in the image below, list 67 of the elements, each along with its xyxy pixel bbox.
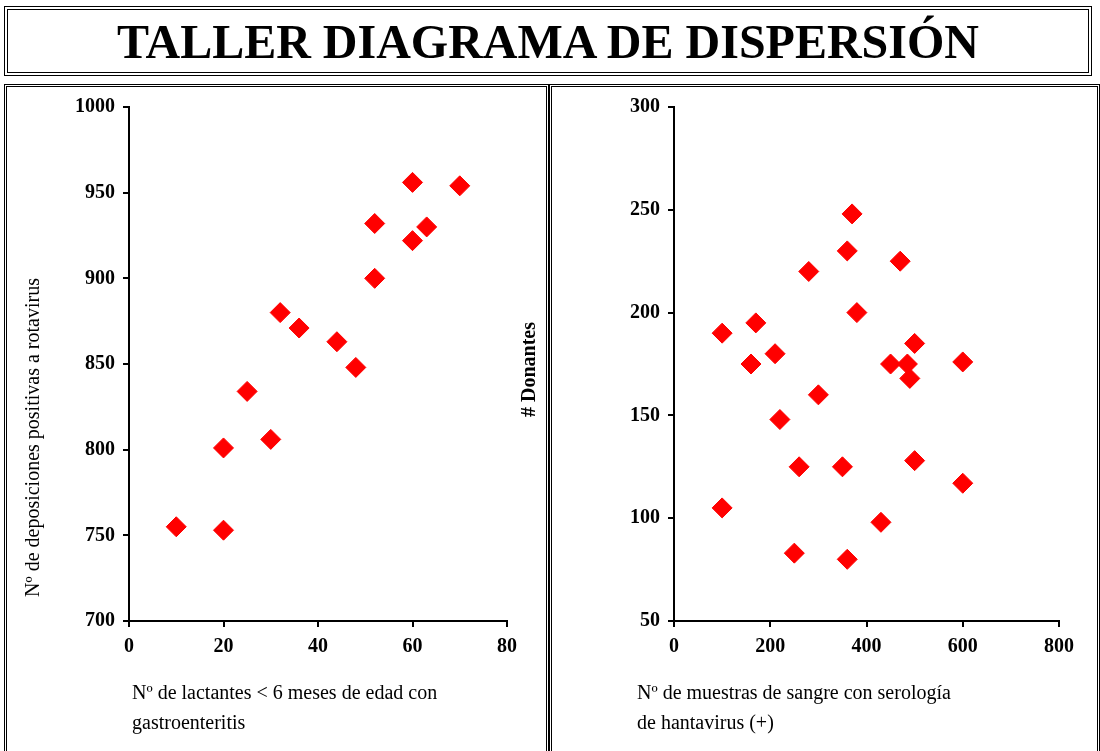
- x-tick-label: 40: [308, 634, 328, 657]
- x-tick-label: 0: [669, 634, 679, 657]
- point: [711, 497, 733, 519]
- point: [836, 240, 858, 262]
- y-tick-label: 950: [85, 179, 115, 202]
- point: [807, 384, 829, 406]
- y-tick-label: 300: [630, 94, 660, 117]
- x-tick-label: 200: [755, 634, 786, 657]
- point: [896, 353, 918, 375]
- point: [783, 542, 805, 564]
- y-tick-label: 250: [630, 196, 660, 219]
- y-tick-label: 150: [630, 402, 660, 425]
- point: [165, 516, 187, 538]
- point: [213, 519, 234, 541]
- y-tick-label: 1000: [75, 94, 115, 117]
- x-tick-label: 0: [124, 634, 134, 657]
- point: [402, 171, 423, 193]
- y-tick-label: 50: [640, 608, 660, 631]
- x-axis-title: Nº de lactantes < 6 meses de edad con gastroenteritis: [132, 680, 439, 736]
- point: [904, 450, 926, 472]
- y-tick-label: 700: [85, 608, 115, 631]
- point: [745, 312, 767, 334]
- y-tick-label: 750: [85, 522, 115, 545]
- point: [764, 343, 786, 365]
- x-tick-label: 20: [213, 634, 234, 657]
- point: [449, 175, 471, 197]
- x-tick-label: 60: [402, 634, 423, 657]
- point: [402, 230, 423, 252]
- point: [788, 456, 810, 478]
- point: [769, 409, 791, 431]
- y-tick-label: 850: [85, 351, 115, 374]
- y-tick-label: 900: [85, 265, 115, 288]
- point: [345, 356, 367, 378]
- point: [836, 548, 858, 570]
- point: [236, 380, 258, 402]
- point: [841, 203, 863, 225]
- point: [213, 437, 234, 459]
- point: [870, 511, 892, 533]
- point: [904, 332, 926, 354]
- point: [831, 456, 853, 478]
- chart-title: TALLER DIAGRAMA DE DISPERSIÓN: [4, 6, 1092, 76]
- x-tick-label: 800: [1044, 634, 1074, 657]
- point: [364, 267, 386, 289]
- y-axis-title: Nº de deposiciones positivas a rotavirus: [21, 278, 44, 597]
- point: [889, 250, 911, 272]
- point: [740, 353, 762, 375]
- point: [711, 322, 733, 344]
- x-tick-label: 400: [851, 634, 882, 657]
- x-tick-label: 80: [497, 634, 517, 657]
- point: [846, 302, 868, 324]
- point: [260, 428, 282, 450]
- x-tick-label: 600: [947, 634, 978, 657]
- point: [880, 353, 902, 375]
- y-axis-title: # Donantes: [517, 321, 540, 417]
- x-axis-title: Nº de muestras de sangre con serología de hantavirus (+): [637, 680, 952, 736]
- point: [952, 351, 974, 373]
- point: [416, 216, 438, 238]
- point: [798, 260, 820, 282]
- y-tick-label: 100: [630, 505, 660, 528]
- point: [952, 472, 974, 494]
- point: [326, 331, 348, 353]
- point: [364, 213, 386, 235]
- point: [899, 367, 921, 389]
- point: [269, 302, 291, 324]
- point: [288, 317, 310, 339]
- y-tick-label: 200: [630, 299, 660, 322]
- y-tick-label: 800: [85, 436, 115, 459]
